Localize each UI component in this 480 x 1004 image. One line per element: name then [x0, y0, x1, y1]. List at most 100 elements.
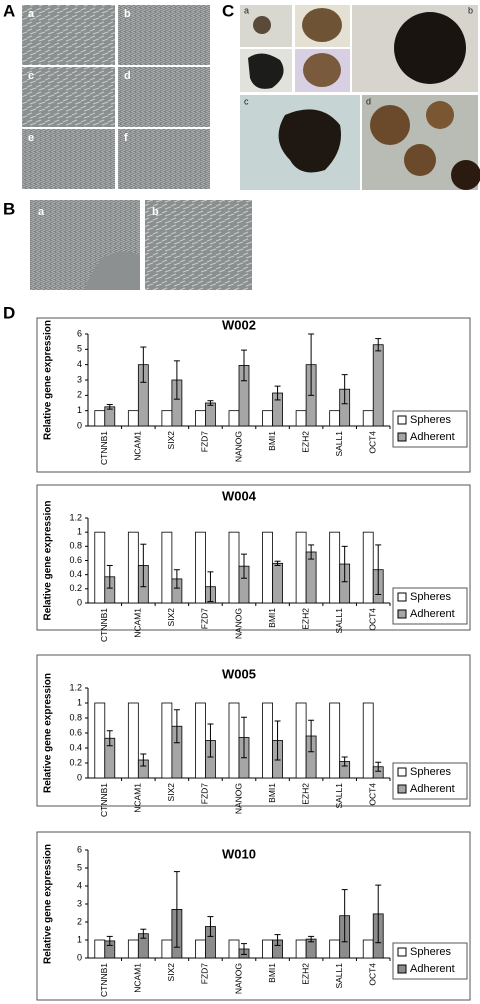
legend-label: Adherent: [410, 431, 455, 443]
image-label: e: [28, 132, 34, 144]
error-bar: [241, 943, 247, 955]
sphere: [278, 109, 341, 173]
error-bar: [274, 934, 281, 946]
bar: [127, 939, 139, 959]
x-tick-label: SALL1: [334, 431, 344, 457]
x-tick-label: SIX2: [166, 783, 176, 802]
y-tick-label: 2: [77, 916, 82, 926]
x-tick-label: BMI1: [267, 431, 277, 451]
error-bar: [341, 374, 348, 405]
chart-title: W010: [222, 846, 256, 861]
x-tick-label: SALL1: [334, 963, 344, 989]
error-bar: [308, 935, 315, 943]
chart-title: W005: [222, 666, 256, 681]
bar: [329, 702, 341, 779]
x-tick-label: FZD7: [200, 608, 210, 630]
error-bar: [207, 723, 214, 758]
legend-swatch: [397, 767, 407, 777]
bar: [104, 406, 116, 427]
legend-label: Spheres: [410, 766, 451, 778]
error-bar: [308, 333, 315, 396]
micrograph-grid: [22, 5, 210, 189]
x-tick-label: EZH2: [300, 963, 310, 985]
y-tick-label: 0.4: [69, 742, 82, 752]
y-tick-label: 1.2: [69, 682, 82, 692]
micrograph: [22, 129, 115, 189]
bar: [161, 939, 173, 959]
legend-swatch: [397, 432, 407, 442]
image-label: b: [152, 206, 159, 218]
error-bar: [106, 730, 113, 747]
bar: [195, 939, 206, 959]
bar: [195, 531, 206, 604]
bar: [262, 410, 273, 427]
bar: [205, 402, 216, 427]
image-label: b: [468, 5, 473, 15]
x-tick-label: OCT4: [367, 783, 377, 806]
error-bar: [106, 564, 113, 589]
bar: [295, 531, 307, 604]
y-axis-label: Relative gene expression: [43, 500, 54, 620]
sphere: [426, 101, 454, 129]
x-tick-label: OCT4: [367, 963, 377, 986]
bar: [94, 531, 106, 604]
bar: [362, 531, 374, 604]
x-tick-label: FZD7: [200, 783, 210, 805]
image-label: f: [124, 132, 128, 144]
sphere: [303, 53, 341, 87]
y-tick-label: 0.6: [69, 727, 82, 737]
legend-label: Spheres: [410, 414, 451, 426]
bar: [295, 702, 307, 779]
x-tick-label: NCAM1: [133, 963, 143, 993]
bar: [94, 410, 106, 427]
bar: [305, 551, 317, 604]
bar: [195, 410, 206, 427]
error-bar: [173, 360, 180, 400]
legend-swatch: [397, 415, 407, 425]
image-label: a: [28, 8, 35, 20]
panel-label: B: [3, 199, 15, 218]
y-tick-label: 2: [77, 390, 82, 400]
error-bar: [274, 385, 281, 401]
error-bar: [207, 916, 214, 937]
y-tick-label: 0.8: [69, 712, 82, 722]
error-bar: [341, 756, 348, 767]
panel-label: C: [222, 1, 234, 20]
x-tick-label: SALL1: [334, 608, 344, 634]
y-tick-label: 6: [77, 844, 82, 854]
x-tick-label: NANOG: [233, 608, 243, 639]
y-tick-label: 6: [77, 328, 82, 338]
error-bar: [173, 569, 180, 589]
y-axis-label: Relative gene expression: [43, 844, 54, 964]
bar: [161, 410, 173, 427]
chart-title: W004: [222, 488, 257, 503]
legend-swatch: [397, 947, 407, 957]
bar: [362, 702, 374, 779]
x-tick-label: OCT4: [367, 608, 377, 631]
y-tick-label: 4: [77, 880, 82, 890]
y-tick-label: 5: [77, 344, 82, 354]
x-tick-label: NCAM1: [133, 431, 143, 461]
legend-swatch: [397, 964, 407, 974]
sphere: [394, 12, 466, 84]
x-tick-label: NCAM1: [133, 608, 143, 638]
y-tick-label: 1.2: [69, 512, 82, 522]
image-label: d: [366, 96, 371, 106]
micrograph: [22, 5, 115, 65]
error-bar: [106, 404, 113, 410]
image-label: a: [38, 206, 45, 218]
legend-swatch: [397, 784, 407, 794]
y-tick-label: 1: [77, 934, 82, 944]
y-tick-label: 0.4: [69, 569, 82, 579]
sphere: [451, 160, 480, 190]
x-tick-label: CTNNB1: [99, 608, 109, 642]
bar: [329, 410, 341, 427]
x-tick-label: SIX2: [166, 608, 176, 627]
sphere: [370, 105, 410, 145]
error-bar: [241, 349, 247, 382]
bar: [372, 344, 384, 427]
image-label: c: [244, 96, 249, 106]
micrograph: [118, 5, 210, 65]
legend-label: Adherent: [410, 783, 455, 795]
